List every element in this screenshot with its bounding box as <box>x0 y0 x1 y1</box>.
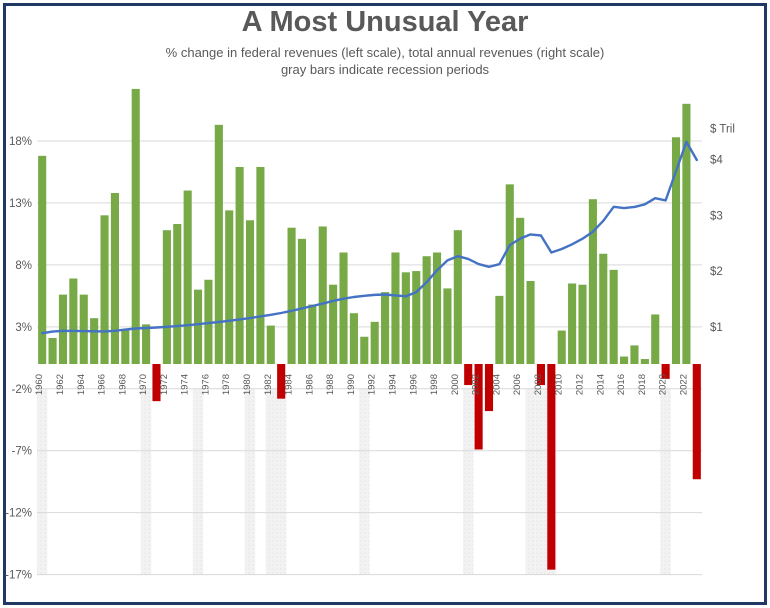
svg-text:1966: 1966 <box>97 374 108 395</box>
svg-text:1992: 1992 <box>367 374 378 395</box>
svg-text:1978: 1978 <box>221 374 232 395</box>
svg-text:-17%: -17% <box>5 570 32 582</box>
svg-text:2020: 2020 <box>658 374 669 395</box>
svg-text:2008: 2008 <box>533 374 544 395</box>
svg-text:1964: 1964 <box>76 374 87 395</box>
svg-text:2012: 2012 <box>575 374 586 395</box>
svg-text:1970: 1970 <box>138 374 149 395</box>
svg-text:2004: 2004 <box>491 374 502 395</box>
svg-text:1988: 1988 <box>325 374 336 395</box>
svg-text:2002: 2002 <box>471 374 482 395</box>
svg-text:8%: 8% <box>15 260 32 272</box>
svg-text:1994: 1994 <box>387 374 398 395</box>
svg-text:2006: 2006 <box>512 374 523 395</box>
svg-text:1982: 1982 <box>263 374 274 395</box>
svg-text:$3: $3 <box>710 210 723 222</box>
svg-text:1984: 1984 <box>284 374 295 395</box>
svg-text:1972: 1972 <box>159 374 170 395</box>
svg-text:1996: 1996 <box>408 374 419 395</box>
svg-text:18%: 18% <box>9 136 32 148</box>
svg-text:2022: 2022 <box>678 374 689 395</box>
svg-text:2014: 2014 <box>595 374 606 395</box>
svg-text:1998: 1998 <box>429 374 440 395</box>
svg-text:1990: 1990 <box>346 374 357 395</box>
svg-text:1986: 1986 <box>304 374 315 395</box>
svg-text:$2: $2 <box>710 266 723 278</box>
svg-text:$4: $4 <box>710 155 723 167</box>
svg-text:2000: 2000 <box>450 374 461 395</box>
svg-text:1962: 1962 <box>55 374 66 395</box>
svg-text:2016: 2016 <box>616 374 627 395</box>
svg-text:1968: 1968 <box>117 374 128 395</box>
svg-text:$1: $1 <box>710 322 723 334</box>
svg-text:-7%: -7% <box>12 446 32 458</box>
svg-text:13%: 13% <box>9 198 32 210</box>
svg-text:-12%: -12% <box>5 508 32 520</box>
svg-text:1960: 1960 <box>34 374 45 395</box>
svg-text:3%: 3% <box>15 322 32 334</box>
svg-text:1974: 1974 <box>180 374 191 395</box>
svg-text:2010: 2010 <box>554 374 565 395</box>
svg-text:$ Tril: $ Tril <box>710 124 735 136</box>
svg-text:2018: 2018 <box>637 374 648 395</box>
svg-text:1976: 1976 <box>200 374 211 395</box>
svg-text:1980: 1980 <box>242 374 253 395</box>
svg-text:-2%: -2% <box>12 384 32 396</box>
